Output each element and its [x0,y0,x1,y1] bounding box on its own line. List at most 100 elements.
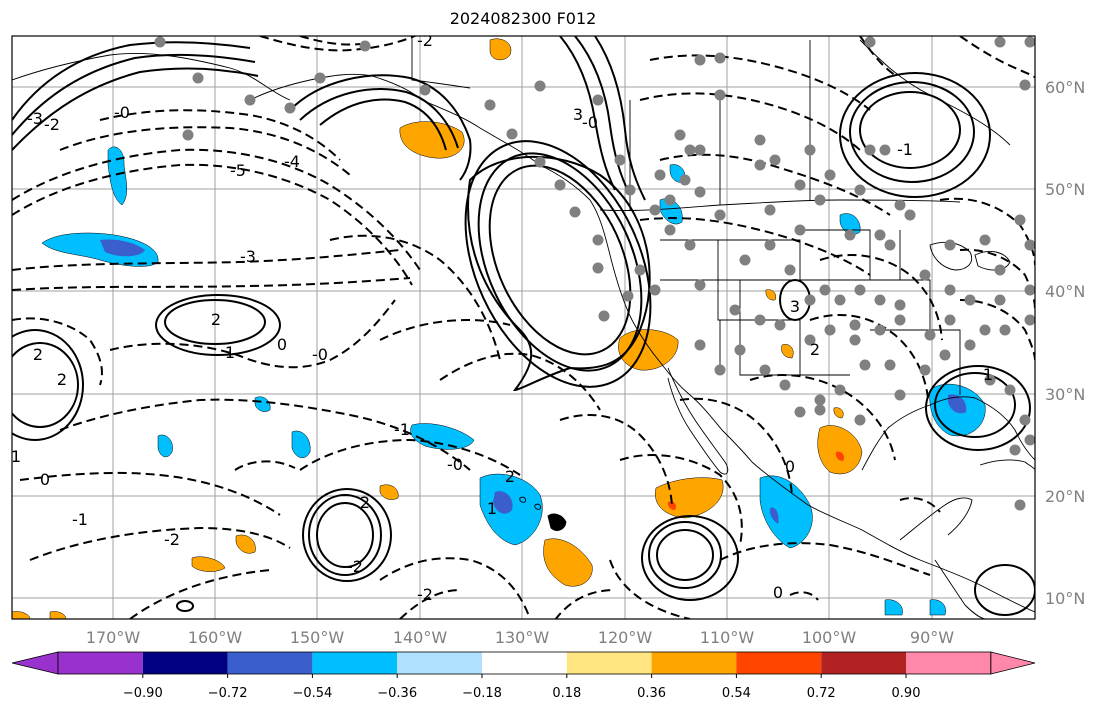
contour-label: -1 [897,140,913,159]
contour-label: -2 [164,530,180,549]
lon-label: 160°W [188,628,243,647]
contour-label: 2 [57,370,67,389]
positive-contours [12,36,1035,616]
station-dot [764,204,776,216]
station-dot [1024,434,1035,446]
station-dot [814,394,826,406]
station-dot [994,294,1006,306]
station-dot [284,102,296,114]
station-dot [624,184,636,196]
station-dot [634,264,646,276]
station-dot [484,99,496,111]
station-dot [924,329,936,341]
contour-labels: -3 -2-0-5 -4-321 0-02210-1-22-2-2-1-0213-0-… [11,36,993,604]
contour-label: 0 [785,457,795,476]
station-dot [874,324,886,336]
contour-label: -2 [417,585,433,604]
colorbar-extend-right [990,651,1036,675]
longitude-labels: 170°W 160°W 150°W 140°W 130°W 120°W 110°W 100°W… [86,628,954,647]
station-dot [592,234,604,246]
station-dot [874,229,886,241]
station-dot [694,279,706,291]
colorbar-segment [312,652,398,674]
colorbar-segment [142,652,228,674]
lon-label: 140°W [393,628,448,647]
colorbar-segment [58,652,143,674]
contour-label: 0 [40,470,50,489]
colorbar-extend-left [11,651,59,675]
station-dot [598,310,610,322]
lon-label: 110°W [700,628,755,647]
station-dot [664,224,676,236]
station-dot [1019,414,1031,426]
station-dot [864,144,876,156]
colorbar-tick-label: −0.54 [292,686,332,701]
station-dot [654,169,666,181]
lat-label: 30°N [1045,385,1085,404]
lat-label: 20°N [1045,487,1085,506]
station-dot [359,40,371,52]
station-dot [534,80,546,92]
map-title: 2024082300 F012 [449,9,597,28]
station-dot [244,94,256,106]
station-dot [674,129,686,141]
contour-label: 3 [790,297,800,316]
station-dot [804,294,816,306]
colorbar-tick-label: 0.36 [637,686,666,701]
lat-label: 10°N [1045,589,1085,608]
lon-label: 130°W [495,628,550,647]
station-dot [649,284,661,296]
station-dot [794,224,806,236]
station-dot [774,319,786,331]
station-dot [824,324,836,336]
station-dot [849,334,861,346]
colorbar: −0.90 −0.72 −0.54 −0.36 −0.18 0.18 0.36 0.54 0.7… [11,651,1036,701]
colorbar-tick-label: −0.18 [462,686,502,701]
station-dot [694,186,706,198]
station-dot [784,264,796,276]
contour-label: 1 [11,447,21,466]
station-dot [879,144,891,156]
station-dot [592,262,604,274]
station-dot [694,144,706,156]
colorbar-tick-label: −0.36 [377,686,417,701]
colorbar-tick-label: 0.90 [892,686,921,701]
contour-label: 2 [33,345,43,364]
contour-label: -0 [312,345,328,364]
station-dot [554,179,566,191]
station-dot [754,314,766,326]
colorbar-tick-label: 0.18 [552,686,581,701]
latitude-labels: 60°N 50°N 40°N 30°N 20°N 10°N [1045,78,1085,608]
station-dot [919,364,931,376]
station-dot [964,339,976,351]
station-dot [849,319,861,331]
station-dot [804,144,816,156]
contour-label: -2 [347,557,363,576]
contour-label: -0 [114,103,130,122]
station-dot [904,209,916,221]
station-dot [994,36,1006,48]
colorbar-tick-label: 0.72 [807,686,836,701]
station-dot [534,156,546,168]
contour-label: 1 [225,343,235,362]
station-dot [944,239,956,251]
colorbar-segment [227,652,313,674]
contour-label: 1 [487,499,497,518]
station-dot [1024,239,1035,251]
station-dot [804,334,816,346]
colorbar-segment [482,652,567,674]
station-dot [1024,284,1035,296]
station-dot [679,174,691,186]
contour-label: 2 [211,310,221,329]
colorbar-segment [736,652,822,674]
station-dot [794,179,806,191]
colorbar-segment [906,652,991,674]
contour-label: -3 [27,109,43,128]
station-dot [754,134,766,146]
contour-label: -0 [447,455,463,474]
station-dot [979,324,991,336]
station-dot [1024,36,1035,48]
lon-label: 170°W [86,628,141,647]
station-dot [994,264,1006,276]
station-dot [714,364,726,376]
